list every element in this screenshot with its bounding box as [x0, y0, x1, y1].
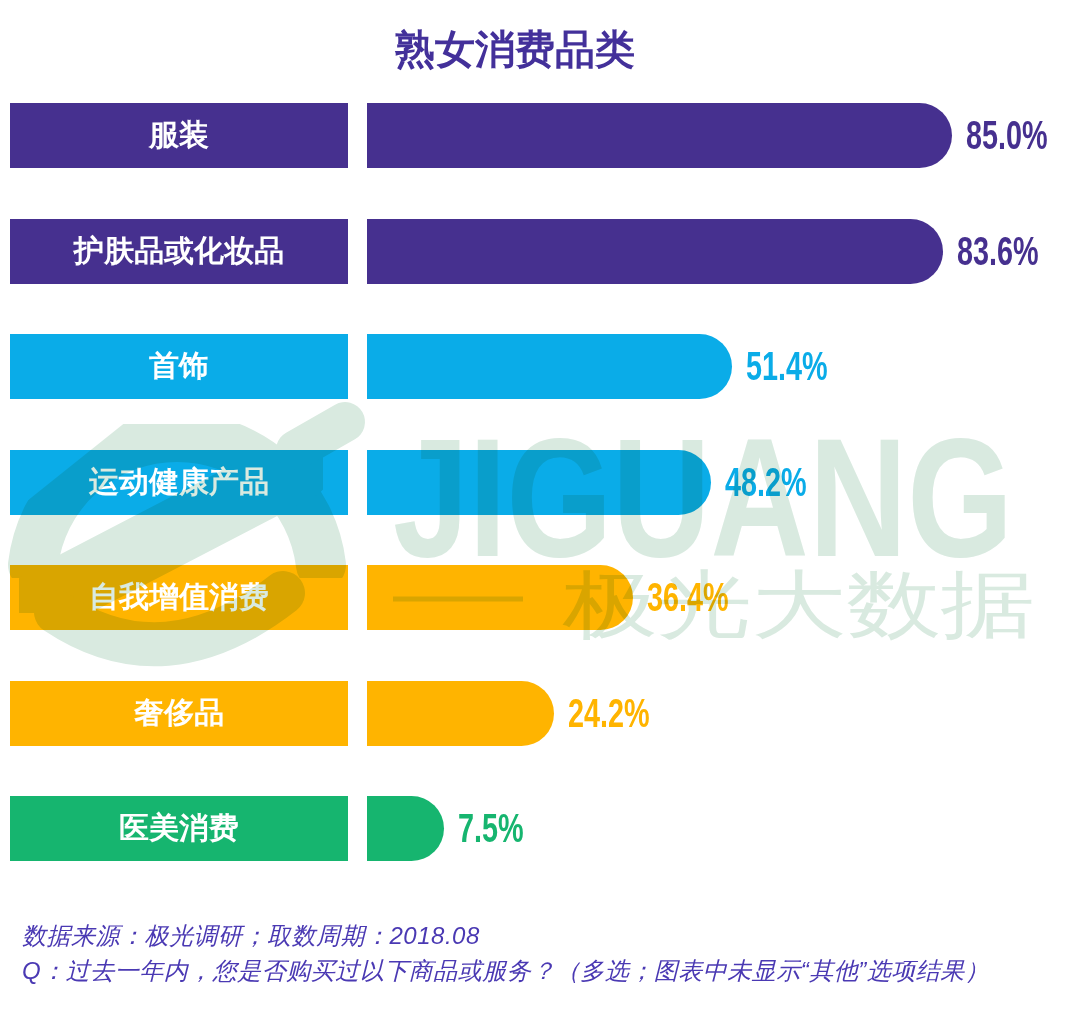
- category-label-box: 自我增值消费: [10, 565, 348, 630]
- category-label: 服装: [149, 115, 209, 156]
- bar: [367, 103, 952, 168]
- chart-title: 熟女消费品类: [0, 22, 1030, 77]
- bar-row: 奢侈品 24.2%: [0, 681, 1080, 746]
- category-label-box: 护肤品或化妆品: [10, 219, 348, 284]
- category-label: 运动健康产品: [89, 462, 269, 503]
- value-label: 51.4%: [746, 334, 828, 399]
- value-label: 7.5%: [458, 796, 524, 861]
- bar-row: 护肤品或化妆品 83.6%: [0, 219, 1080, 284]
- bar: [367, 565, 633, 630]
- footer: 数据来源：极光调研；取数周期：2018.08 Q：过去一年内，您是否购买过以下商…: [22, 922, 989, 986]
- category-label: 医美消费: [119, 808, 239, 849]
- bar: [367, 450, 711, 515]
- category-label-box: 医美消费: [10, 796, 348, 861]
- value-label: 85.0%: [966, 103, 1048, 168]
- bar: [367, 681, 554, 746]
- value-label: 24.2%: [568, 681, 650, 746]
- question-note: Q：过去一年内，您是否购买过以下商品或服务？（多选；图表中未显示“其他”选项结果…: [22, 957, 989, 986]
- bar-row: 运动健康产品 48.2%: [0, 450, 1080, 515]
- bar-row: 服装 85.0%: [0, 103, 1080, 168]
- category-label: 奢侈品: [134, 693, 224, 734]
- bar-row: 医美消费 7.5%: [0, 796, 1080, 861]
- data-source-note: 数据来源：极光调研；取数周期：2018.08: [22, 922, 989, 951]
- bar: [367, 796, 444, 861]
- category-label-box: 首饰: [10, 334, 348, 399]
- value-label: 36.4%: [647, 565, 729, 630]
- bar: [367, 334, 732, 399]
- bar: [367, 219, 943, 284]
- bar-row: 首饰 51.4%: [0, 334, 1080, 399]
- category-label-box: 运动健康产品: [10, 450, 348, 515]
- category-label-box: 服装: [10, 103, 348, 168]
- category-label: 自我增值消费: [89, 577, 269, 618]
- value-label: 83.6%: [957, 219, 1039, 284]
- bar-row: 自我增值消费 36.4%: [0, 565, 1080, 630]
- category-label: 护肤品或化妆品: [74, 231, 284, 272]
- category-label: 首饰: [149, 346, 209, 387]
- category-label-box: 奢侈品: [10, 681, 348, 746]
- value-label: 48.2%: [725, 450, 807, 515]
